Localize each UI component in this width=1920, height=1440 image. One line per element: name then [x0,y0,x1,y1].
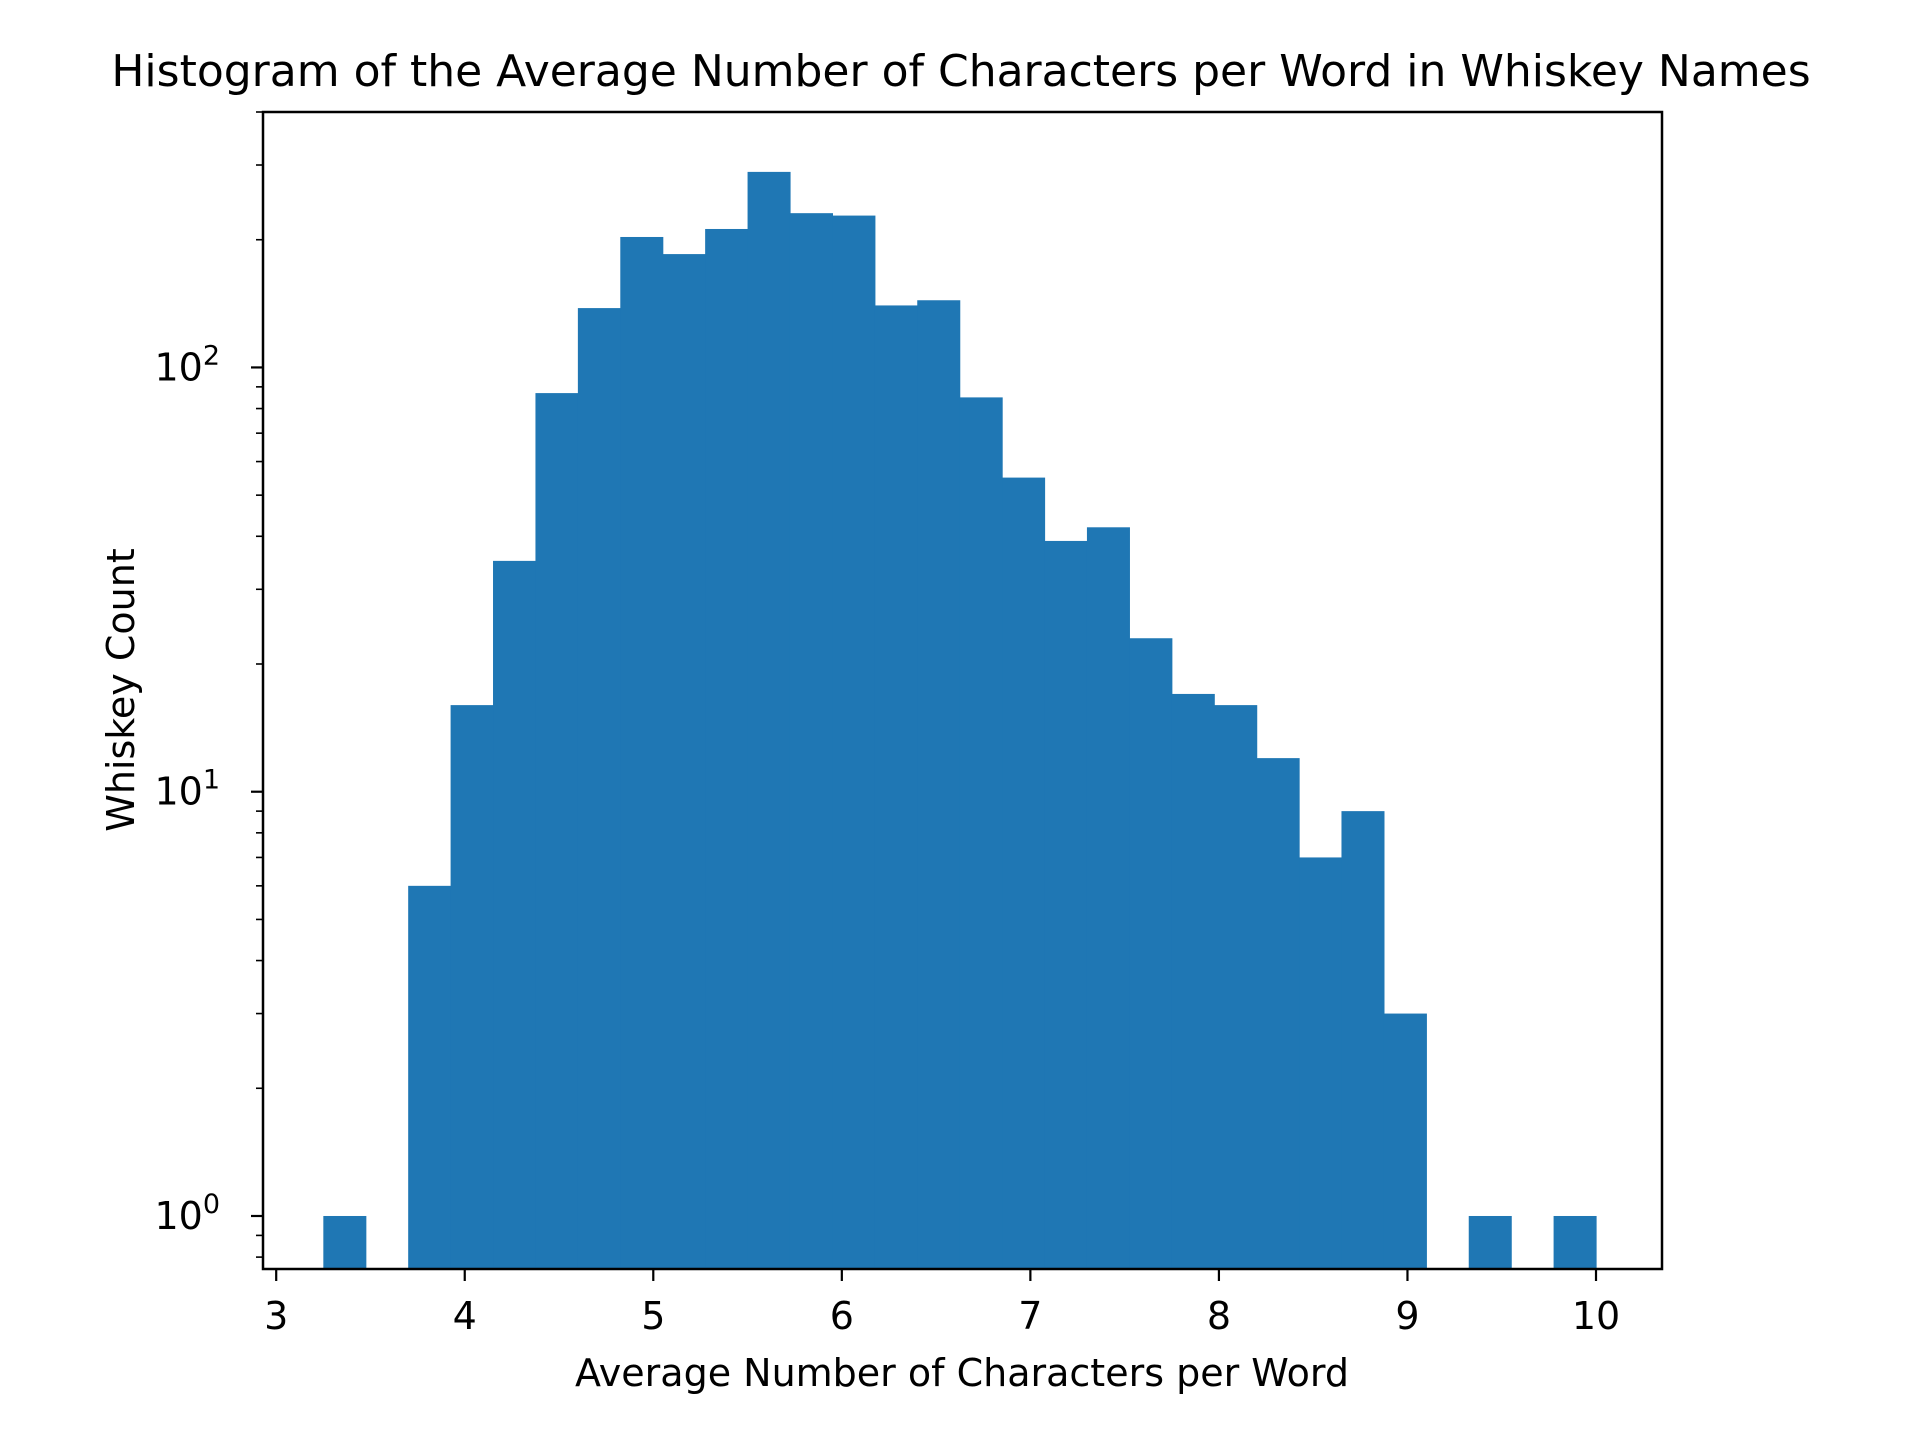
y-tick-base: 10 [154,345,202,389]
x-axis-ticks: 3 4 5 6 7 8 9 10 [264,1269,1620,1338]
y-tick-label: 101 [154,765,220,814]
histogram-bar [917,300,961,1269]
histogram-bar [1002,477,1046,1270]
histogram-bar [1171,693,1215,1269]
histogram-bar [577,308,621,1270]
histogram-bar [959,397,1003,1269]
histogram-bar [789,213,833,1269]
histogram-bar [662,254,706,1270]
y-tick-exponent: 1 [203,765,220,796]
y-tick-base: 10 [154,770,202,814]
y-tick-base: 10 [154,1194,202,1238]
y-tick-label: 100 [154,1189,220,1238]
histogram-bar [1468,1215,1512,1269]
histogram-bar [1129,638,1173,1269]
x-tick-label: 10 [1572,1294,1620,1338]
histogram-bar [1256,758,1300,1269]
histogram-bar [1553,1215,1597,1269]
histogram-bar [1383,1013,1427,1269]
x-tick-label: 9 [1395,1294,1419,1338]
x-tick-label: 5 [641,1294,665,1338]
histogram-bar [1214,705,1258,1269]
x-tick-label: 6 [830,1294,854,1338]
x-tick-label: 3 [264,1294,288,1338]
histogram-bar [493,560,537,1269]
histogram-bar [323,1215,367,1269]
x-tick-label: 8 [1207,1294,1231,1338]
histogram-bar [747,171,791,1269]
y-tick-label: 102 [154,340,220,389]
histogram-bar [535,393,579,1270]
plot-frame [261,110,1664,1271]
histogram-bar [874,305,918,1269]
histogram-bar [1341,811,1385,1269]
histogram-bar [1086,527,1130,1269]
histogram-bar [1299,857,1343,1269]
y-tick-exponent: 0 [203,1189,220,1220]
histogram-bar [620,236,664,1270]
histogram-bars [323,171,1597,1270]
histogram-bar [705,228,749,1270]
histogram-bar [450,705,494,1269]
x-tick-label: 7 [1018,1294,1042,1338]
y-tick-exponent: 2 [203,340,220,371]
histogram-bar [408,885,452,1269]
x-axis-label: Average Number of Characters per Word [575,1351,1349,1395]
chart-title: Histogram of the Average Number of Chara… [111,46,1810,97]
histogram-bar [832,215,876,1270]
histogram-bar [1044,540,1088,1269]
x-tick-label: 4 [453,1294,477,1338]
y-axis-label: Whiskey Count [99,548,143,831]
